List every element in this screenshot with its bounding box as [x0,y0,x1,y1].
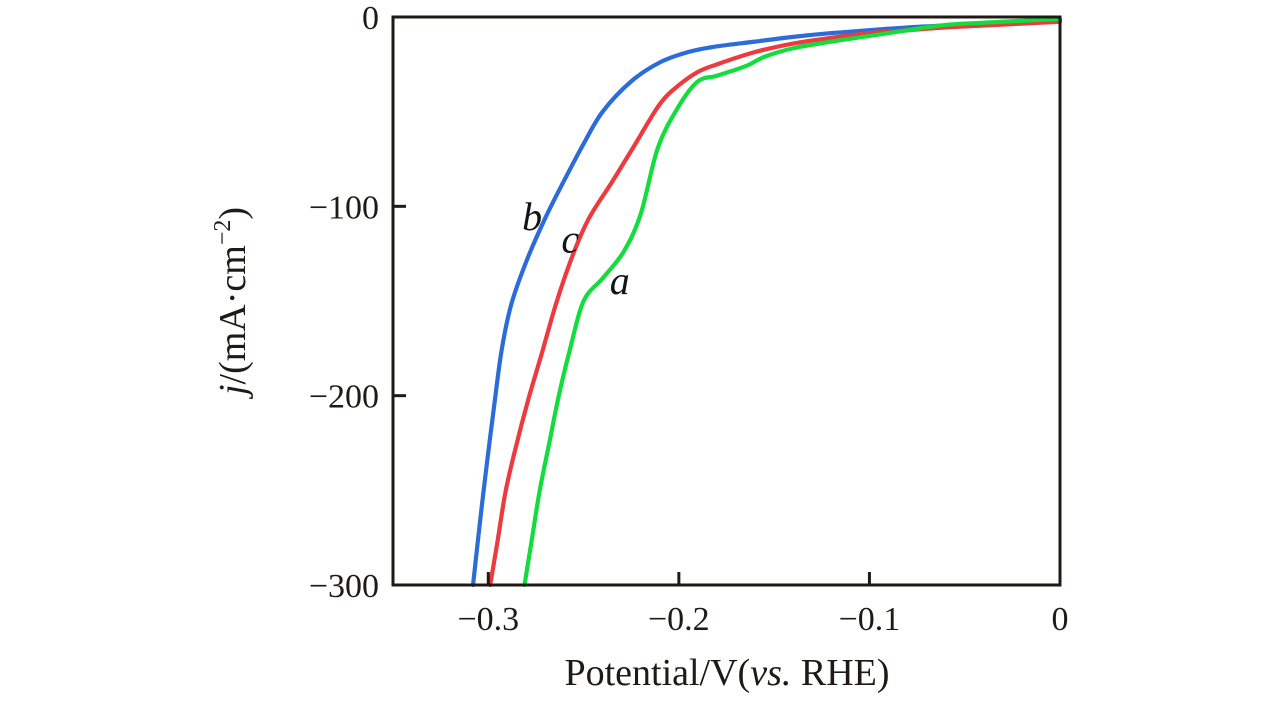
curve-b [470,17,1062,588]
y-axis-title-j: j [212,384,254,400]
x-axis-title: Potential/V(vs. RHE) [564,652,889,694]
x-tick-label: 0 [1052,601,1069,638]
x-axis-ticks [486,572,1062,585]
y-tick-label: −300 [309,568,379,605]
curve-c [488,19,1062,588]
x-tick-label: −0.3 [457,601,519,638]
y-axis-title-close: ) [212,207,254,220]
x-axis-title-vs: vs. [750,652,791,694]
y-tick-label: −200 [309,379,379,416]
y-axis-title-unit: /(mA·cm [212,245,254,384]
x-tick-label: −0.1 [839,601,901,638]
y-axis-tick-labels: 0 −100 −200 −300 [309,0,379,605]
y-axis-title: j/(mA·cm−2) [210,207,254,400]
y-tick-label: −100 [309,189,379,226]
x-axis-tick-labels: −0.3 −0.2 −0.1 0 [457,601,1068,638]
x-tick-label: −0.2 [648,601,710,638]
curve-label-b: b [522,194,542,239]
curve-label-c: c [561,217,579,262]
y-axis-ticks [393,15,406,587]
x-axis-title-post: RHE) [791,652,889,694]
curve-a [522,16,1062,588]
curves [470,16,1062,588]
curve-labels: b c a [522,194,630,303]
y-axis-title-sup: −2 [210,220,236,246]
curve-label-a: a [610,258,630,303]
y-tick-label: 0 [362,0,379,37]
plot-frame [391,15,1062,587]
x-axis-title-pre: Potential/V( [564,652,750,694]
